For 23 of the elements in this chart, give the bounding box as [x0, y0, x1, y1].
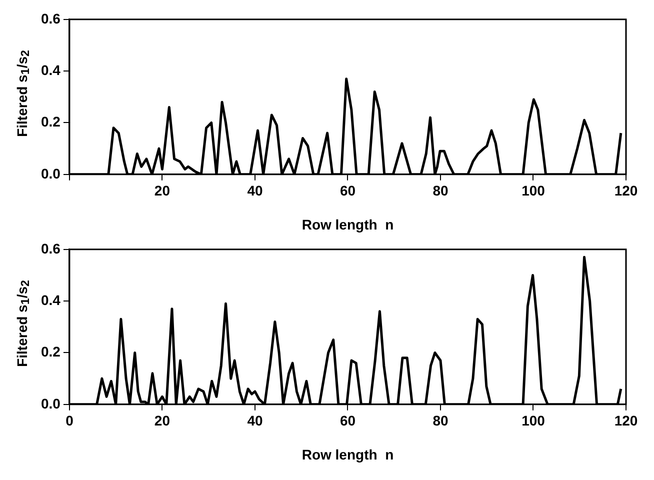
x-tick-label: 80 — [432, 182, 448, 199]
y-tick-label: 0.2 — [40, 344, 61, 360]
x-tick-label: 40 — [247, 412, 263, 429]
y-tick-label: 0.4 — [40, 62, 61, 78]
x-tick-label: 60 — [340, 412, 356, 429]
x-tick-label: 20 — [154, 182, 170, 199]
x-axis-title: Row length n — [302, 446, 394, 462]
y-tick-label: 0.0 — [40, 395, 61, 412]
y-tick-label: 0.6 — [40, 10, 61, 26]
y-tick-label: 0.4 — [40, 292, 61, 308]
x-tick-label: 20 — [154, 412, 170, 429]
x-tick-label: 120 — [614, 182, 638, 199]
x-tick-label: 100 — [522, 412, 546, 429]
x-tick-label: 60 — [340, 182, 356, 199]
x-tick-label: 0 — [66, 412, 74, 429]
x-tick-label: 80 — [432, 412, 448, 429]
x-tick-label: 120 — [614, 412, 638, 429]
x-tick-label: 40 — [247, 182, 263, 199]
y-tick-label: 0.0 — [40, 165, 61, 182]
x-axis-title: Row length n — [302, 216, 394, 232]
x-tick-label: 100 — [522, 182, 546, 199]
y-tick-label: 0.6 — [40, 240, 61, 256]
y-tick-label: 0.2 — [40, 114, 61, 130]
